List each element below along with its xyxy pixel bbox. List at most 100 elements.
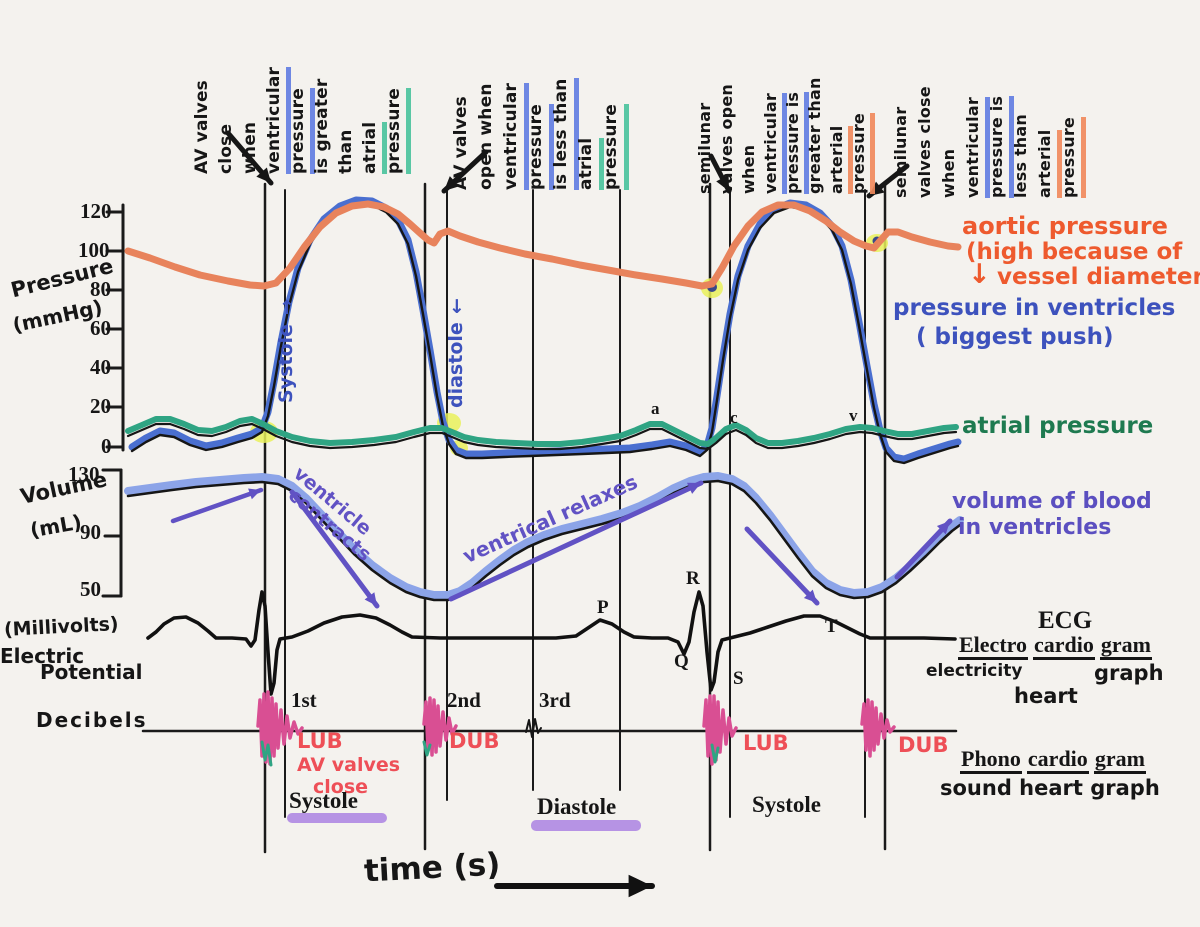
graph-gloss: graph [1094,661,1164,685]
volume-pointer-arrow-shaft [170,487,264,524]
pressure-tick-80: 80 [90,277,111,301]
volume-label-line-1: volume of blood [952,489,1152,514]
volume-tick-50: 50 [80,577,101,601]
annotation-line: when [240,121,260,174]
annotation-semilunar-close: semilunar valves close when ventricular pres… [889,10,1085,198]
volume-tick-90: 90 [80,520,101,544]
relaxes-arrow-shaft [448,480,704,602]
diastole-fall-text: diastole [445,322,467,408]
word-part-gram: gram [1099,632,1152,660]
burst-green-3 [710,743,720,764]
decibels-label: Decibels [36,708,148,732]
relaxes-arrow-head [687,482,701,494]
time-axis-arrow-head [628,874,652,898]
diastole-fall-note: diastole ↓ [445,295,467,408]
annotation-line: ventricular [264,66,284,174]
annotation-line: valves open [717,84,736,194]
phono-burst-1 [256,690,304,766]
pressure-tick-100: 100 [78,238,110,262]
ventricular-pressure-note: ( biggest push) [916,324,1114,350]
word-part-cardio-2: cardio [1026,746,1089,774]
diastole-highlight-bar [531,820,641,831]
electrocardiogram-word: Electro cardio gram [958,632,1157,660]
pressure-tick-0: 0 [101,434,112,458]
lub-label-2: LUB [743,731,789,755]
annotation-line: arterial [827,125,846,194]
electricity-gloss: electricity [926,661,1023,681]
systole-label-2: Systole [752,792,821,817]
pressure-tick-20: 20 [90,394,111,418]
callout-arrow-1-head [256,167,271,183]
annotation-line: pressure [384,88,404,174]
lub-label-1: LUB [297,729,343,753]
ecg-letter-p: P [597,597,609,618]
annotation-line: ventricular [499,83,524,190]
annotation-line: pressure [599,104,624,190]
phono-burst-3 [702,694,738,766]
dub-label-1: DUB [449,729,500,753]
volume-tick-130: 130 [68,462,100,486]
volume-label-line-2: in ventricles [958,515,1112,540]
contracts-arrow-shaft [289,489,380,609]
aortic-pressure-label: aortic pressure [962,212,1168,240]
annotation-semilunar-open: semilunar valves open when ventricular press… [694,18,872,194]
ecg-letter-r: R [686,568,700,589]
time-axis-label: time (s) [363,846,502,890]
callout-arrow-3-head [716,175,729,191]
atrial-wave-a: a [651,399,660,418]
annotation-line: valves close [915,86,934,198]
annotation-line: AV valves [451,96,471,190]
phonocardiogram-gloss: sound heart graph [940,776,1160,800]
systole-rise-text: Systole [275,324,297,403]
av-valves-note-2: close [313,776,369,798]
down-arrow-icon: ↓ [448,295,465,318]
annotation-line: atrial [360,121,380,174]
atrial-print [126,422,958,451]
pressure-tick-120: 120 [80,199,112,223]
annotation-line: pressure [849,113,868,194]
ecg-letter-q: Q [674,651,689,672]
ecg-title: ECG [1038,607,1093,634]
third-sound-squiggle [525,718,542,738]
ecg-letter-s: S [733,668,744,689]
word-part-cardio: cardio [1033,632,1095,660]
annotation-av-valves-close: AV valves close when ventricular pressure is … [190,10,412,174]
ecg-letter-t: T [825,616,838,637]
electric-label: Electric [0,644,85,668]
third-sound-label: 3rd [539,688,571,712]
first-sound-label: 1st [291,688,317,712]
atrial-pressure-label: atrial pressure [962,413,1154,439]
dub-label-2: DUB [898,733,949,757]
annotation-line: less than [1011,114,1030,198]
phono-burst-2 [422,696,458,757]
volume-rise-arrow-shaft [894,518,953,580]
annotation-line: pressure [524,104,549,190]
pressure-tick-40: 40 [90,355,111,379]
annotation-line: open when [476,83,496,190]
annotation-line: arterial [1033,130,1057,198]
pressure-tick-60: 60 [90,316,111,340]
av-valves-note-1: AV valves [297,754,401,776]
callout-arrow-4-head [869,181,885,196]
word-part-electro: Electro [958,632,1029,660]
potential-label: Potential [40,660,143,684]
diastole-label: Diastole [537,794,617,819]
annotation-av-valves-open: AV valves open when ventricular pressure is … [449,18,627,190]
annotation-line: is less than [549,78,574,190]
volume-rise-arrow-head [936,521,950,535]
callout-arrow-2-head [444,176,460,191]
annotation-line: ventricular [961,97,985,198]
annotation-line: when [739,144,758,194]
second-contracts-arrow-head [803,589,817,603]
annotation-line: semilunar [695,102,714,194]
burst-green-1 [260,740,273,767]
annotation-line: when [939,148,958,198]
systole-label-1: Systole [289,788,358,813]
atrial-wave-c: c [730,408,738,427]
second-sound-label: 2nd [447,688,481,712]
annotation-line: pressure [1057,117,1081,198]
phono-burst-4 [860,698,896,758]
ecg-trace [146,590,957,696]
